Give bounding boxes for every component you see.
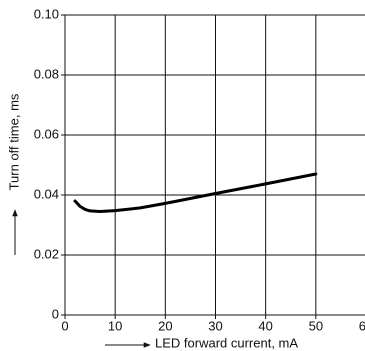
- x-tick-label: 40: [258, 318, 272, 333]
- y-tick-label: 0.08: [34, 66, 59, 81]
- x-tick-label: 30: [208, 318, 222, 333]
- x-axis-label: LED forward current, mA: [155, 335, 298, 350]
- x-tick-label: 20: [158, 318, 172, 333]
- y-tick-label: 0.10: [34, 6, 59, 21]
- y-tick-label: 0.06: [34, 126, 59, 141]
- x-tick-label: 60: [359, 318, 365, 333]
- x-tick-label: 10: [108, 318, 122, 333]
- y-tick-label: 0: [52, 306, 59, 321]
- y-tick-label: 0.02: [34, 246, 59, 261]
- x-tick-label: 0: [61, 318, 68, 333]
- x-tick-label: 50: [309, 318, 323, 333]
- data-line: [73, 172, 318, 213]
- y-axis-label: Turn off time, ms: [6, 93, 21, 190]
- y-tick-label: 0.04: [34, 186, 59, 201]
